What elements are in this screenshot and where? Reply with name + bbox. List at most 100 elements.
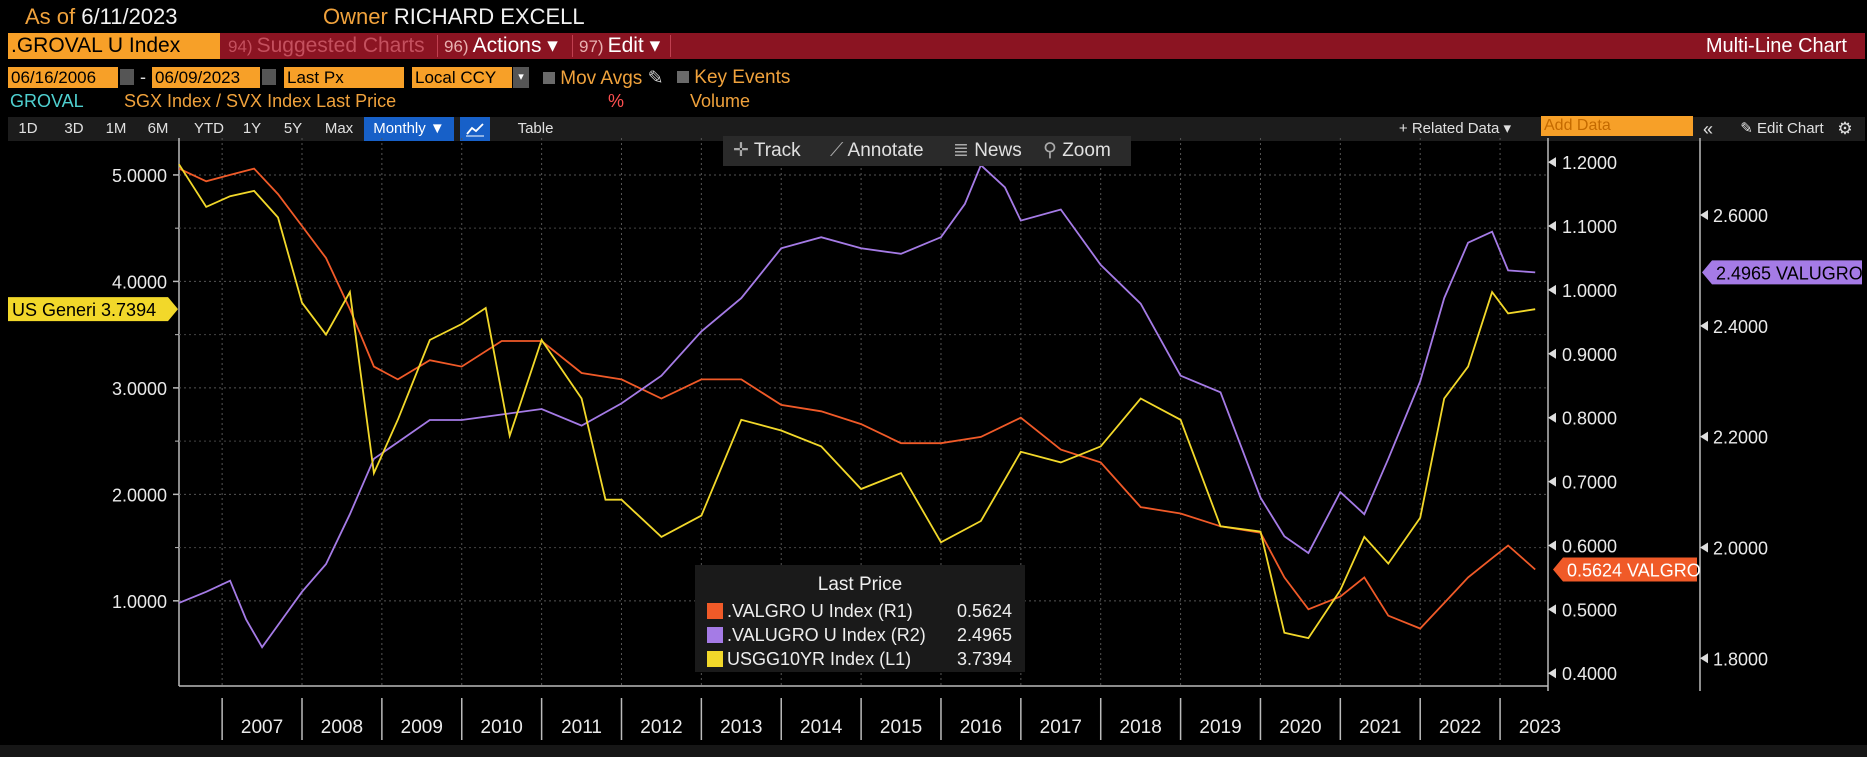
valugro-value-tag-bg [1702,260,1862,285]
separator [670,35,671,57]
related-data-button[interactable]: + Related Data ▾ [1398,120,1512,137]
r2-tick [1700,210,1708,221]
end-date-field[interactable]: 06/09/2023 [152,67,260,88]
edit-button[interactable]: 97) Edit ▾ [579,33,660,59]
magnifier-icon: ⚲ [1043,140,1057,161]
x-tick-label: 2018 [1120,717,1162,738]
start-date-field[interactable]: 06/16/2006 [8,67,118,88]
period-button-max[interactable]: Max [324,120,354,137]
calendar-icon[interactable] [262,69,276,85]
r1-tick-label: 0.8000 [1562,409,1617,429]
edit-num: 97) [579,37,604,56]
mov-avgs-toggle[interactable]: Mov Avgs ✎ [543,67,664,90]
table-button[interactable]: Table [517,120,554,137]
legend-row[interactable]: .VALUGRO U Index (R2) 2.4965 [707,624,1012,646]
usgg-value-tag: US Generi 3.7394 [12,300,156,320]
r1-tick [1548,157,1556,168]
r2-tick [1700,320,1708,331]
key-events-toggle[interactable]: Key Events [677,67,790,89]
actions-label: Actions ▾ [472,34,558,57]
x-tick-label: 2016 [960,717,1002,738]
annotate-label: Annotate [847,140,924,161]
add-data-input[interactable]: Add Data [1541,116,1693,136]
status-band [0,745,1867,757]
valugro-value-tag: 2.4965 VALUGRO [1716,263,1863,283]
owner-name: RICHARD EXCELL [393,4,585,29]
period-button-3d[interactable]: 3D [64,120,84,137]
ticker-field[interactable]: .GROVAL U Index [8,33,220,59]
asof-label: As of [25,4,76,29]
x-tick-label: 2014 [800,717,843,738]
r1-tick-label: 0.6000 [1562,536,1617,556]
x-tick-label: 2022 [1439,717,1481,738]
date-dash: - [140,67,146,87]
period-button-1d[interactable]: 1D [18,120,38,137]
legend-row[interactable]: USGG10YR Index (L1) 3.7394 [707,648,1012,670]
owner-label: Owner [323,4,388,29]
l1-tick-label: 3.0000 [112,379,167,399]
r1-tick [1548,284,1556,295]
legend-series-name: USGG10YR Index [727,649,875,669]
r2-tick-label: 2.2000 [1713,428,1768,448]
r1-tick-label: 1.1000 [1562,217,1617,237]
command-bar [8,33,1865,59]
r2-tick [1700,653,1708,664]
suggested-charts-button[interactable]: 94) Suggested Charts [228,33,425,59]
r1-tick [1548,412,1556,423]
r1-tick [1548,604,1556,615]
chart-toolbar [723,136,1131,166]
security-code: GROVAL [10,91,84,111]
x-tick-label: 2017 [1040,717,1082,738]
valgro-value-tag-bg [1553,557,1697,582]
header-line: As of 6/11/2023 [25,4,178,30]
calendar-icon[interactable] [120,69,134,85]
r2-tick-label: 2.6000 [1713,206,1768,226]
x-tick-label: 2008 [321,717,363,738]
legend-series-name: .VALGRO U Index [727,601,873,621]
actions-button[interactable]: 96) Actions ▾ [444,33,558,59]
price-field-select[interactable]: Last Px [284,67,404,88]
x-tick-label: 2019 [1199,717,1241,738]
x-tick-label: 2013 [720,717,762,738]
pencil-icon: ✎ [1740,120,1753,137]
x-tick-label: 2015 [880,717,922,738]
x-tick-label: 2020 [1279,717,1321,738]
currency-select[interactable]: Local CCY [412,67,512,88]
edit-label: Edit ▾ [607,34,661,57]
security-description: SGX Index / SVX Index Last Price [124,91,397,111]
crosshair-icon: ✛ [733,140,749,161]
line-chart-icon[interactable] [460,117,490,141]
period-button-ytd[interactable]: YTD [194,120,224,137]
series-line-0 [178,167,1536,630]
period-button-1y[interactable]: 1Y [242,120,262,137]
suggested-label: Suggested Charts [256,34,425,57]
series-line-1 [178,163,1536,649]
r2-tick-label: 2.0000 [1713,538,1768,558]
percent-label: % [608,91,625,111]
l1-tick-label: 2.0000 [112,485,167,505]
gear-icon[interactable]: ⚙ [1837,119,1853,138]
annotate-button[interactable]: ⟋ Annotate [830,136,924,166]
legend-row[interactable]: .VALGRO U Index (R1) 0.5624 [707,600,1012,622]
news-button[interactable]: ≣ News [953,136,1022,166]
edit-chart-label: Edit Chart [1757,120,1824,137]
zoom-button[interactable]: ⚲ Zoom [1043,136,1111,166]
chevron-down-icon[interactable]: ▾ [513,67,529,88]
period-button-5y[interactable]: 5Y [283,120,303,137]
track-button[interactable]: ✛ Track [733,136,801,166]
x-tick-label: 2009 [401,717,443,738]
legend [695,565,1025,672]
series-line-2 [178,163,1536,640]
r1-tick-label: 1.0000 [1562,281,1617,301]
suggested-num: 94) [228,37,253,56]
r1-tick [1548,221,1556,232]
collapse-icon[interactable]: « [1702,119,1713,139]
pencil-icon[interactable]: ✎ [647,68,664,89]
frequency-select[interactable]: Monthly ▼ [364,117,454,141]
period-button-6m[interactable]: 6M [147,120,169,137]
period-button-1m[interactable]: 1M [105,120,127,137]
legend-axis-label: (L1) [879,649,912,669]
edit-chart-button[interactable]: ✎ Edit Chart [1722,117,1842,141]
checkbox-icon[interactable] [543,72,555,84]
checkbox-icon[interactable] [677,71,689,83]
